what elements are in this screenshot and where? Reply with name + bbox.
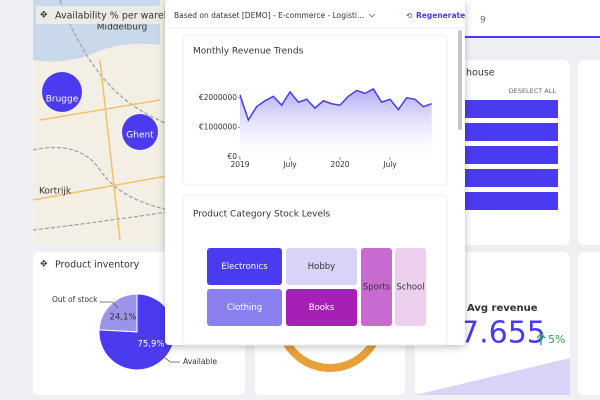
tile-label: Books [309,303,335,313]
list-row[interactable] [463,100,558,118]
bubble [122,114,158,150]
chart-title: Monthly Revenue Trends [193,47,304,57]
y-tick-label: €2000000 [199,93,237,102]
treemap-tile [207,248,282,285]
tile-label: School [396,283,424,293]
move-icon[interactable]: ✥ [40,11,48,21]
slice-label: 24,1% [109,313,136,323]
list-row[interactable] [463,123,558,141]
x-tick-label: July [382,160,397,169]
card-title: Availability % per warehouse [55,11,193,22]
sparkline-area [415,358,570,395]
tile-label: Clothing [227,303,262,313]
y-tick-label: €1000000 [199,122,237,131]
chart-title: Product Category Stock Levels [193,210,331,220]
move-icon[interactable]: ✥ [40,260,48,270]
regenerate-button[interactable]: Regenerate [416,11,465,20]
legend-label: Available [183,357,217,366]
pie-slice [98,293,176,371]
leader-line [161,354,180,363]
card-bg [578,60,600,245]
x-tick-label: 2020 [330,160,349,169]
card-title: house [466,68,495,79]
bubble-label: Brugge [46,95,79,105]
scrollbar[interactable] [458,30,462,130]
tab: 9 [440,0,600,38]
leader-line [100,301,119,309]
pie-slice [98,293,138,333]
slice-label: 75,9% [137,340,164,350]
title-bg [36,6,168,24]
kpi-value: 7.655 [460,316,546,351]
kpi-title: Avg revenue [467,303,538,314]
treemap-tile [286,248,357,285]
x-tick-label: 2019 [230,160,249,169]
treemap-tile [286,289,357,326]
tile-label: Sports [363,283,391,293]
up-arrow [536,333,546,345]
treemap-tile [361,248,392,326]
card-title: Product inventory [55,260,140,271]
tile-label: Hobby [308,262,335,272]
legend-label: Out of stock [52,295,98,304]
line [239,87,432,122]
card-bg [578,252,600,395]
tab-bg [440,0,600,38]
treemap-tile [395,248,426,326]
y-tick-label: €0 [227,152,237,161]
area [240,88,432,157]
list-row[interactable] [463,192,558,210]
tab-label[interactable]: 9 [480,16,486,26]
chevron [368,13,376,18]
kpi-change: 5% [548,333,565,346]
dataset-select[interactable]: Based on dataset [DEMO] - E-commerce - L… [174,11,364,20]
list-row[interactable] [463,146,558,164]
tile-label: Electronics [221,262,268,272]
deselect-button[interactable]: DESELECT ALL [509,87,557,95]
place-label: Middelburg [97,23,147,33]
regenerate-icon[interactable]: ⟲ [406,11,412,20]
x-tick-label: July [282,160,297,169]
place-label: Kortrijk [39,187,72,197]
bubble [42,72,82,112]
treemap-tile [207,289,282,326]
popup: Based on dataset [DEMO] - E-commerce - L… [165,0,465,346]
bubble-label: Ghent [126,131,154,141]
list-row[interactable] [463,169,558,187]
tab-underline [465,36,600,38]
